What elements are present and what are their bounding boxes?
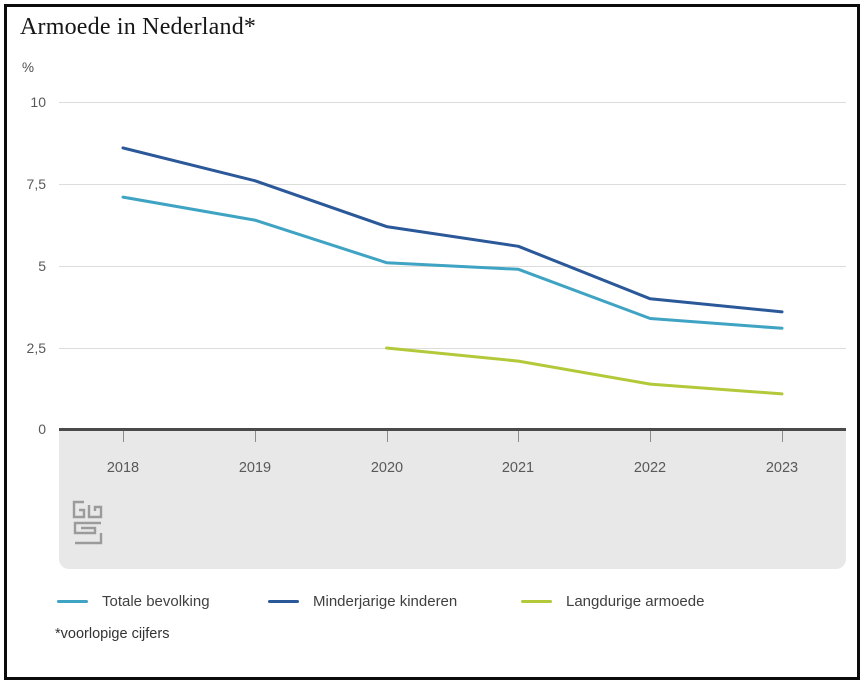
x-tick-2021 — [518, 431, 519, 442]
y-tick-label: 0 — [38, 421, 46, 437]
legend-swatch-langdurige-armoede-icon — [521, 599, 552, 603]
x-tick-label: 2018 — [106, 460, 140, 476]
series-line-totale-bevolking — [121, 195, 784, 330]
x-axis-line — [59, 428, 846, 431]
x-tick-2019 — [255, 431, 256, 442]
series-line-langdurige-armoede — [385, 346, 784, 396]
cbs-logo-icon — [72, 500, 103, 545]
x-tick-2022 — [650, 431, 651, 442]
legend-swatch-totale-bevolking-icon — [57, 599, 88, 603]
legend-label: Langdurige armoede — [566, 592, 705, 610]
legend-swatch-minderjarige-kinderen-icon — [268, 599, 299, 603]
x-tick-label: 2023 — [765, 460, 799, 476]
y-tick-label: 2,5 — [26, 340, 46, 356]
x-tick-label: 2022 — [633, 460, 667, 476]
chart-title: Armoede in Nederland* — [20, 14, 257, 40]
legend-label: Totale bevolking — [102, 592, 210, 610]
gridline-10 — [59, 102, 846, 103]
x-tick-label: 2020 — [370, 460, 404, 476]
x-tick-label: 2019 — [238, 460, 272, 476]
legend-item-langdurige-armoede: Langdurige armoede — [521, 592, 704, 610]
y-tick-label: 7,5 — [26, 176, 46, 192]
y-tick-label: 10 — [30, 94, 46, 110]
legend-item-minderjarige-kinderen: Minderjarige kinderen — [268, 592, 457, 610]
x-tick-2023 — [782, 431, 783, 442]
footnote: *voorlopige cijfers — [55, 626, 170, 642]
gridline-2-5 — [59, 348, 846, 349]
x-tick-label: 2021 — [501, 460, 535, 476]
legend-item-totale-bevolking: Totale bevolking — [57, 592, 210, 610]
y-tick-label: 5 — [38, 258, 46, 274]
series-line-minderjarige-kinderen — [121, 146, 784, 314]
y-axis-unit-label: % — [22, 60, 35, 75]
x-tick-2018 — [123, 431, 124, 442]
x-tick-2020 — [387, 431, 388, 442]
x-axis-band — [59, 431, 846, 569]
legend: Totale bevolking Minderjarige kinderen L… — [0, 592, 864, 612]
gridline-7-5 — [59, 184, 846, 185]
legend-label: Minderjarige kinderen — [313, 592, 458, 610]
